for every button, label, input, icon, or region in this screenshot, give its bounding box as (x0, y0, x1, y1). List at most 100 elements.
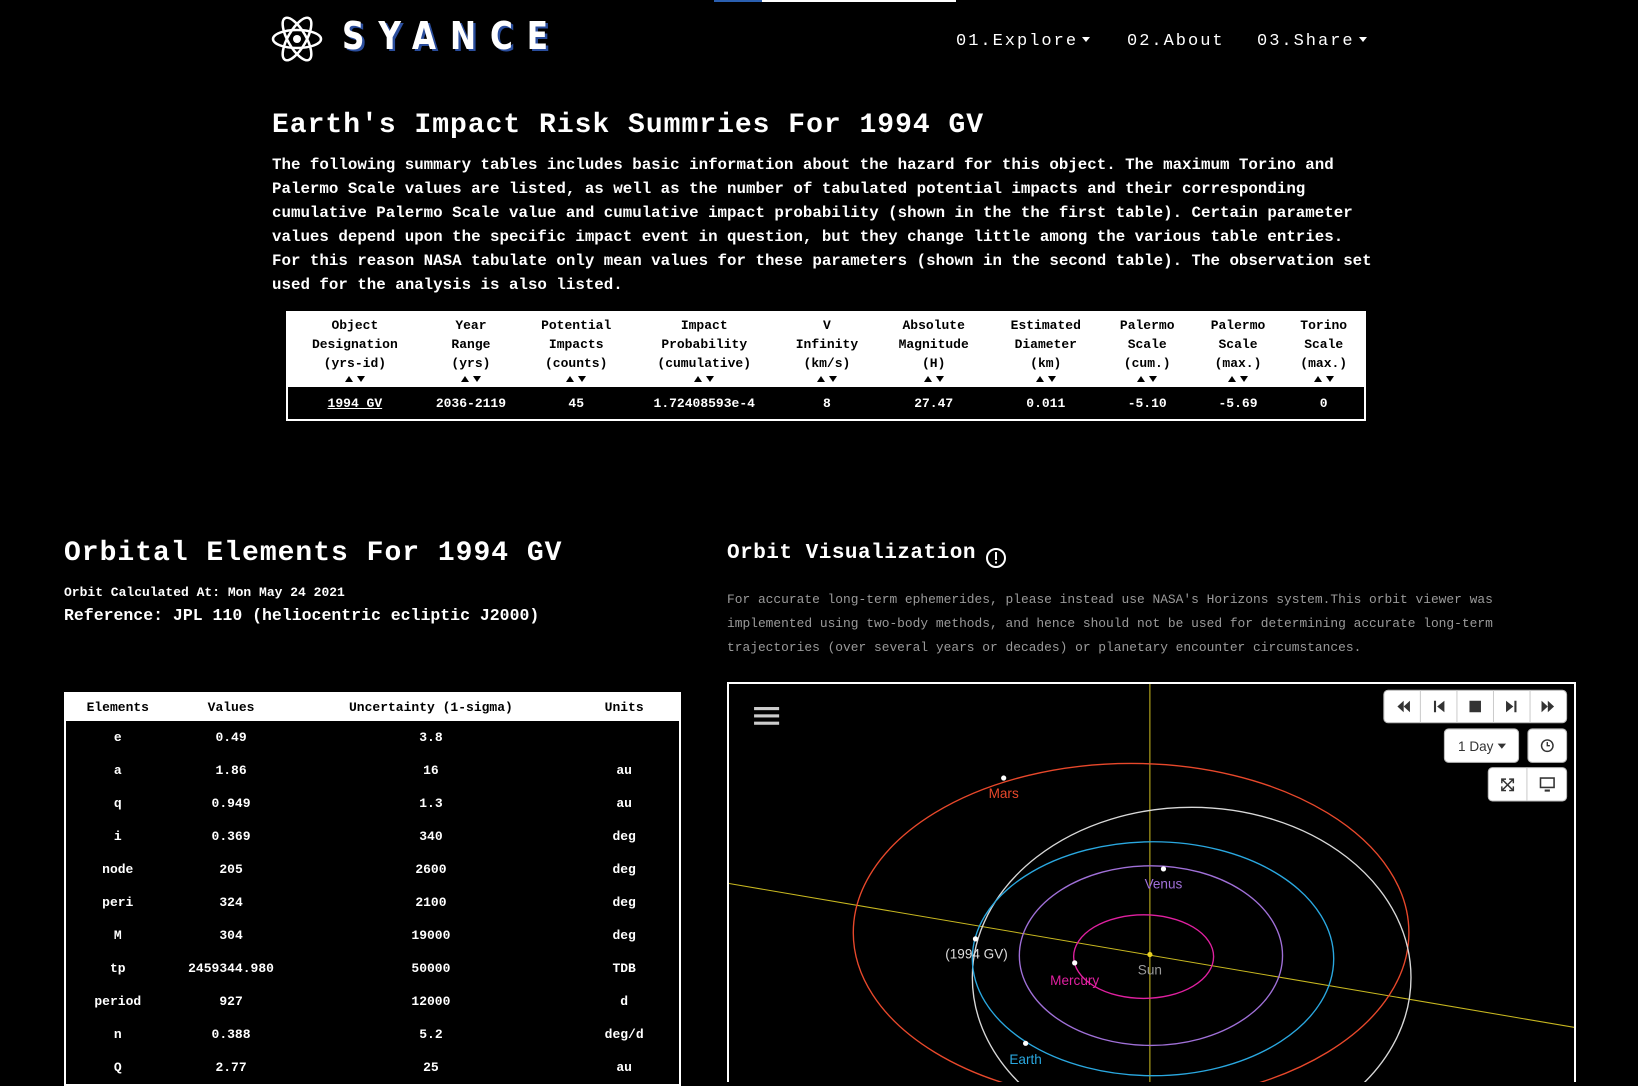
header-line: Estimated (1010, 318, 1081, 333)
cell: 927 (219, 994, 243, 1009)
cell: 19000 (411, 928, 451, 943)
sort-icon[interactable] (565, 375, 587, 383)
cell: M (113, 928, 122, 943)
earth[interactable] (1022, 1040, 1029, 1046)
orbital-title: Orbital Elements For 1994 GV (64, 538, 563, 569)
column-header[interactable]: Year Range (yrs) (421, 312, 521, 387)
data-row: M 304 19000 deg (65, 919, 680, 952)
header-line: (yrs) (451, 356, 491, 371)
label-earth: Earth (1009, 1052, 1041, 1067)
data-row: q 0.949 1.3 au (65, 787, 680, 820)
data-row: peri 324 2100 deg (65, 886, 680, 919)
btn-rewind[interactable] (1397, 700, 1404, 713)
column-header[interactable]: Potential Impacts (counts) (520, 312, 633, 387)
cell: 0 (1283, 387, 1365, 420)
cell: 304 (219, 928, 243, 943)
btn-stop[interactable] (1469, 700, 1481, 713)
info-icon[interactable] (985, 547, 1007, 569)
header-line: Palermo (1119, 318, 1175, 333)
brand[interactable]: SYANCE (342, 14, 563, 58)
sort-icon[interactable] (344, 375, 366, 383)
column-header[interactable]: Torino Scale (max.) (1283, 312, 1365, 387)
venus[interactable] (1160, 866, 1167, 872)
btn-fast-forward[interactable] (1541, 700, 1548, 713)
sort-icon[interactable] (460, 375, 482, 383)
cell: 2459344.980 (188, 961, 274, 976)
logo-icon[interactable] (270, 14, 324, 64)
btn-fullscreen[interactable] (1501, 778, 1515, 792)
mercury[interactable] (1072, 960, 1078, 966)
mars-orbit (852, 762, 1410, 1082)
column-header[interactable]: Palermo Scale (cum.) (1101, 312, 1193, 387)
column-header[interactable]: V Infinity (km/s) (776, 312, 878, 387)
header-line: Designation (311, 337, 398, 352)
mars[interactable] (1001, 775, 1007, 781)
bodies (972, 775, 1167, 1046)
header-line: Scale (1218, 337, 1258, 352)
cell: period (94, 994, 142, 1009)
cell: 0.369 (211, 829, 251, 844)
nav-about[interactable]: 02.About (1127, 32, 1225, 51)
step-dropdown[interactable] (1443, 728, 1520, 763)
data-row: tp 2459344.980 50000 TDB (65, 952, 680, 985)
column-header[interactable]: Impact Probability (cumulative) (632, 312, 777, 387)
object-link[interactable]: 1994 GV (327, 395, 383, 411)
cell: 12000 (411, 994, 451, 1009)
orbit-viewer[interactable]: Mars Venus (1994 GV) Mercury Sun Earth 1… (727, 682, 1576, 1082)
btn-step-forward[interactable] (1506, 700, 1514, 713)
header-line: Impact (680, 318, 728, 333)
header-line: Range (451, 337, 491, 352)
column-header[interactable]: Absolute Magnitude (H) (877, 312, 990, 387)
label-mars: Mars (989, 786, 1019, 801)
data-row: 1994 GV 2036-2119 45 1.72408593e-4 8 27.47 0.0… (287, 387, 1365, 420)
cell: 1.72408593e-4 (632, 387, 777, 420)
summary-title: Earth's Impact Risk Summries For 1994 GV (272, 110, 985, 141)
cell: i (113, 829, 122, 844)
summary-table: Object Designation (yrs-id) Year Range (yrs) P… (286, 311, 1366, 421)
column-header[interactable]: Object Designation (yrs-id) (287, 312, 422, 387)
sort-icon[interactable] (693, 375, 715, 383)
data-row: a 1.86 16 au (65, 754, 680, 787)
cell: deg (612, 895, 636, 910)
cell: node (102, 862, 134, 877)
sort-icon[interactable] (816, 375, 838, 383)
cell: 2036-2119 (421, 387, 521, 420)
header-line: Probability (661, 337, 748, 352)
earth-orbit (971, 841, 1335, 1077)
top-bar (714, 0, 956, 2)
sort-icon[interactable] (923, 375, 945, 383)
nav-explore[interactable]: 01.Explore (956, 32, 1090, 51)
sort-icon[interactable] (1035, 375, 1057, 383)
asteroid[interactable] (972, 936, 979, 942)
viz-title: Orbit Visualization (727, 542, 976, 565)
ecliptic-line (729, 883, 1574, 1028)
summary-description: The following summary tables includes ba… (272, 156, 1372, 294)
cell: 1.86 (215, 763, 247, 778)
header-line: (km) (1030, 356, 1062, 371)
cell: a (113, 763, 122, 778)
nav-share[interactable]: 03.Share (1257, 32, 1367, 51)
btn-screen[interactable] (1539, 777, 1555, 792)
column-header: Values (169, 693, 293, 721)
sort-icon[interactable] (1227, 375, 1249, 383)
sort-icon[interactable] (1313, 375, 1335, 383)
menu-icon[interactable] (754, 707, 780, 725)
venus-orbit (1018, 865, 1284, 1047)
orbital-table: Elements Values Uncertainty (1-sigma) Units… (64, 692, 681, 1086)
mercury-orbit (1072, 914, 1215, 1000)
btn-step-back[interactable] (1437, 700, 1445, 713)
orbit-reference: Reference: JPL 110 (heliocentric eclipti… (64, 606, 540, 625)
cell: 2100 (415, 895, 447, 910)
sun[interactable] (1147, 951, 1153, 958)
cell: 0.49 (215, 730, 247, 745)
header-line: Infinity (795, 337, 859, 352)
header-row: Elements Values Uncertainty (1-sigma) Units (65, 693, 680, 721)
column-header[interactable]: Palermo Scale (max.) (1192, 312, 1284, 387)
header-line: (cum.) (1123, 356, 1171, 371)
orbit-calculated: Orbit Calculated At: Mon May 24 2021 (64, 585, 345, 600)
sort-icon[interactable] (1136, 375, 1158, 383)
cell (569, 721, 680, 754)
column-header[interactable]: Estimated Diameter (km) (989, 312, 1102, 387)
